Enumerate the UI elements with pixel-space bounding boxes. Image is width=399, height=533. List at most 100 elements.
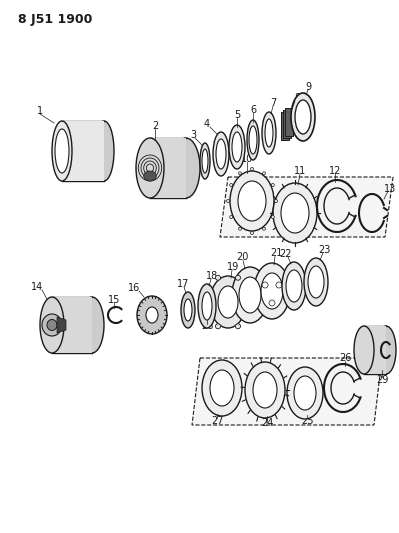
Ellipse shape (271, 215, 274, 219)
Ellipse shape (286, 270, 302, 302)
Ellipse shape (202, 149, 208, 173)
Ellipse shape (239, 227, 241, 230)
Text: 15: 15 (108, 295, 120, 305)
Ellipse shape (294, 376, 316, 410)
Text: 10: 10 (241, 154, 253, 164)
Ellipse shape (251, 167, 253, 171)
Ellipse shape (308, 266, 324, 298)
Text: 19: 19 (227, 262, 239, 272)
Ellipse shape (239, 172, 241, 175)
Ellipse shape (202, 292, 212, 320)
Ellipse shape (275, 199, 277, 203)
Text: 6: 6 (250, 105, 256, 115)
Text: 9: 9 (305, 82, 311, 92)
Text: 14: 14 (31, 282, 43, 292)
Ellipse shape (55, 129, 69, 173)
Ellipse shape (263, 172, 265, 175)
Ellipse shape (262, 112, 276, 154)
Polygon shape (62, 121, 104, 181)
Polygon shape (364, 326, 386, 374)
Text: 13: 13 (384, 184, 396, 194)
Text: 28: 28 (201, 321, 213, 331)
Ellipse shape (229, 125, 245, 169)
Ellipse shape (245, 362, 285, 418)
Text: 1: 1 (37, 106, 43, 116)
Ellipse shape (227, 199, 229, 203)
Ellipse shape (273, 183, 317, 243)
Ellipse shape (282, 262, 306, 310)
Ellipse shape (239, 277, 261, 313)
Ellipse shape (94, 121, 114, 181)
Ellipse shape (40, 297, 64, 353)
Text: 26: 26 (339, 353, 351, 363)
Ellipse shape (251, 231, 253, 235)
Ellipse shape (230, 215, 233, 219)
Ellipse shape (218, 286, 238, 318)
Ellipse shape (181, 292, 195, 328)
Ellipse shape (205, 300, 211, 304)
Ellipse shape (295, 100, 311, 134)
Text: 7: 7 (270, 98, 276, 108)
Ellipse shape (136, 138, 164, 198)
Text: 22: 22 (280, 249, 292, 259)
Ellipse shape (263, 227, 265, 230)
Text: 8 J51 1900: 8 J51 1900 (18, 13, 93, 26)
Text: 8: 8 (294, 93, 300, 103)
Ellipse shape (245, 300, 251, 304)
Text: 4: 4 (204, 119, 210, 129)
Ellipse shape (247, 120, 259, 160)
Ellipse shape (146, 307, 158, 323)
Ellipse shape (230, 171, 274, 231)
Text: 3: 3 (190, 130, 196, 140)
Ellipse shape (184, 299, 192, 321)
Text: 5: 5 (234, 110, 240, 120)
Ellipse shape (137, 296, 167, 334)
Text: 16: 16 (128, 283, 140, 293)
Ellipse shape (235, 275, 241, 280)
Polygon shape (52, 297, 92, 353)
Ellipse shape (144, 171, 156, 181)
Ellipse shape (47, 319, 57, 330)
Ellipse shape (202, 360, 242, 416)
Polygon shape (150, 138, 186, 198)
Text: 27: 27 (211, 416, 223, 426)
Text: 17: 17 (177, 279, 189, 289)
Ellipse shape (235, 324, 241, 329)
Polygon shape (281, 112, 289, 140)
Ellipse shape (287, 367, 323, 419)
Ellipse shape (291, 93, 315, 141)
Ellipse shape (80, 297, 104, 353)
Ellipse shape (269, 300, 275, 306)
Polygon shape (192, 358, 382, 425)
Ellipse shape (276, 282, 282, 288)
Ellipse shape (213, 132, 229, 176)
Ellipse shape (262, 282, 268, 288)
Ellipse shape (232, 267, 268, 323)
Text: 11: 11 (294, 166, 306, 176)
Polygon shape (283, 110, 291, 138)
Text: 25: 25 (301, 416, 313, 426)
Ellipse shape (253, 372, 277, 408)
Ellipse shape (215, 275, 221, 280)
Ellipse shape (172, 138, 200, 198)
Ellipse shape (210, 370, 234, 406)
Ellipse shape (215, 324, 221, 329)
Ellipse shape (249, 126, 257, 154)
Ellipse shape (254, 263, 290, 319)
Text: 12: 12 (329, 166, 341, 176)
Ellipse shape (198, 284, 216, 328)
Polygon shape (285, 108, 293, 136)
Polygon shape (220, 177, 393, 237)
Ellipse shape (238, 181, 266, 221)
Ellipse shape (261, 273, 283, 309)
Ellipse shape (210, 276, 246, 328)
Ellipse shape (232, 132, 242, 162)
Text: 21: 21 (270, 248, 282, 258)
Ellipse shape (42, 314, 62, 336)
Ellipse shape (281, 193, 309, 233)
Text: 24: 24 (261, 418, 273, 428)
Text: 2: 2 (152, 121, 158, 131)
Text: 18: 18 (206, 271, 218, 281)
Text: 20: 20 (236, 252, 248, 262)
Ellipse shape (216, 139, 226, 169)
